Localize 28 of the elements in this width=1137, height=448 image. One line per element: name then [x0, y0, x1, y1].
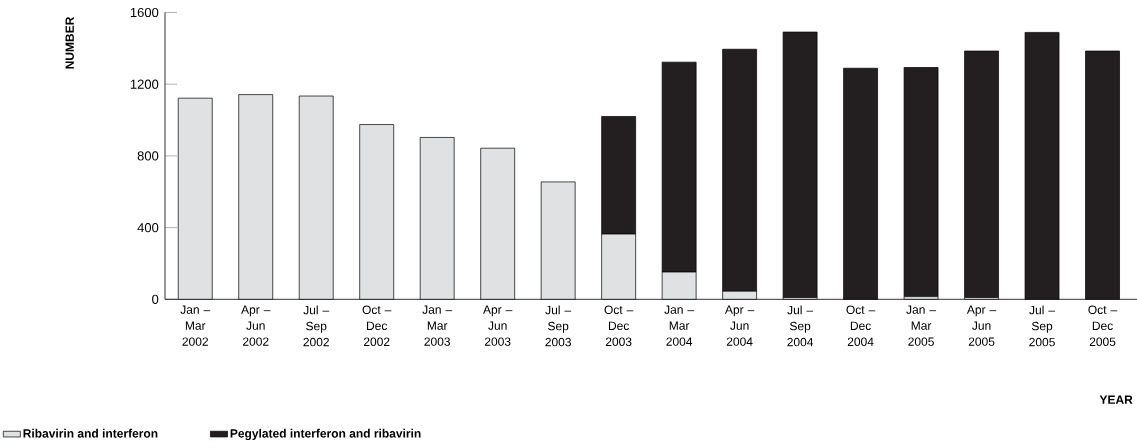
x-tick-label: Jul – Sep 2003 [545, 305, 572, 347]
x-tick-label: Apr – Jun 2003 [483, 305, 513, 346]
x-tick-label: Oct – Dec 2004 [846, 305, 876, 346]
x-tick-label: Jul – Sep 2004 [787, 305, 814, 347]
y-tick-label: 0 [152, 294, 159, 304]
x-tick-label: Oct – Dec 2002 [362, 305, 392, 346]
bar [782, 31, 818, 298]
x-axis-title: YEAR [1099, 395, 1133, 404]
y-axis-title: NUMBER [65, 16, 74, 69]
x-tick-label: Apr – Jun 2004 [724, 305, 755, 346]
legend-label: Pegylated interferon and ribavirin [230, 428, 421, 441]
y-tick-label: 400 [137, 223, 159, 233]
x-tick-label: Jan – Mar 2004 [664, 305, 695, 346]
y-tick-label: 1200 [130, 79, 159, 89]
x-tick-label: Jan – Mar 2003 [422, 305, 453, 346]
x-tick-label: Jul – Sep 2005 [1029, 305, 1056, 347]
bar [964, 50, 999, 298]
x-tick-label: Jan – Mar 2005 [906, 305, 937, 346]
x-tick-label: Oct – Dec 2003 [604, 305, 634, 346]
y-tick-label: 800 [137, 151, 159, 161]
x-tick-label: Apr – Jun 2005 [966, 305, 997, 346]
y-tick-label: 1600 [130, 7, 159, 18]
bar [903, 67, 939, 297]
x-tick-label: Jan – Mar 2002 [180, 305, 211, 346]
x-tick-label: Apr – Jun 2002 [241, 305, 271, 346]
legend-label: Ribavirin and interferon [23, 428, 158, 438]
x-tick-label: Jul – Sep 2002 [303, 305, 330, 347]
x-tick-label: Oct – Dec 2005 [1088, 305, 1118, 346]
